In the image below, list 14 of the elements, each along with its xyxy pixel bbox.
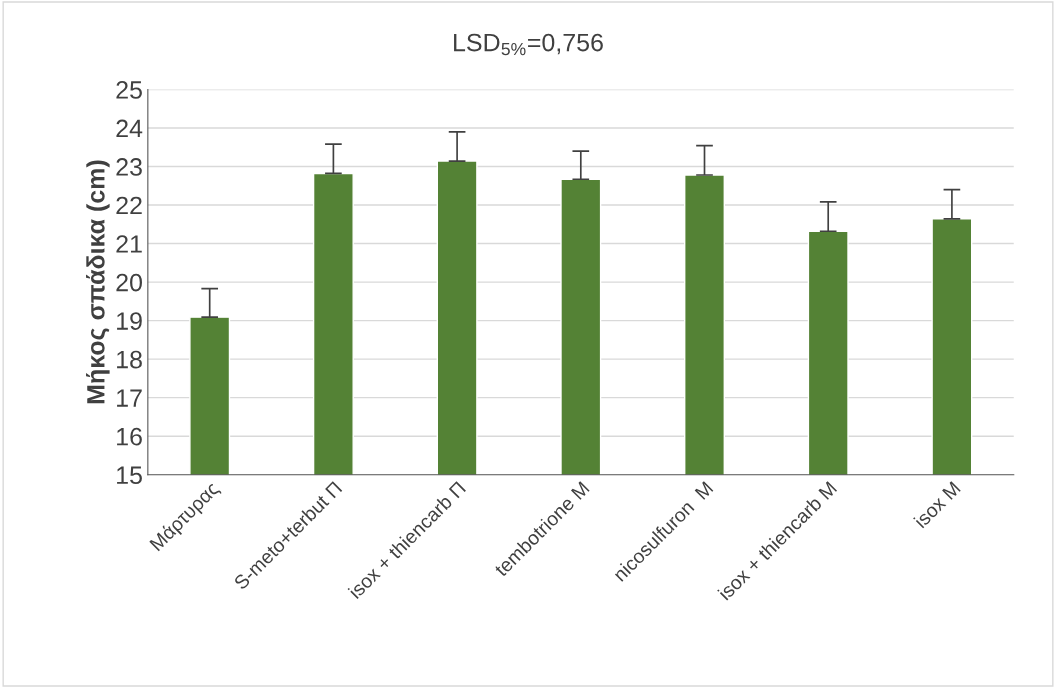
chart-title: LSD$_{5%}$=0,756 [454, 33, 603, 56]
y-tick-label: 23 [116, 158, 142, 176]
y-tick-label: 24 [116, 119, 143, 138]
y-tick-label: 21 [116, 235, 142, 253]
y-tick-label: 17 [117, 389, 142, 407]
y-tick-label: 15 [117, 466, 142, 485]
y-tick-label: 19 [117, 312, 142, 330]
x-tick-label: isox M [913, 480, 961, 529]
y-tick-label: 20 [116, 273, 142, 292]
y-tick-label: 16 [117, 427, 142, 446]
y-tick-label: 25 [116, 81, 142, 99]
y-axis-title: Μήκος σπάδικα (cm) [86, 160, 110, 404]
y-tick-label: 22 [116, 196, 142, 215]
y-tick-label: 18 [117, 350, 142, 369]
